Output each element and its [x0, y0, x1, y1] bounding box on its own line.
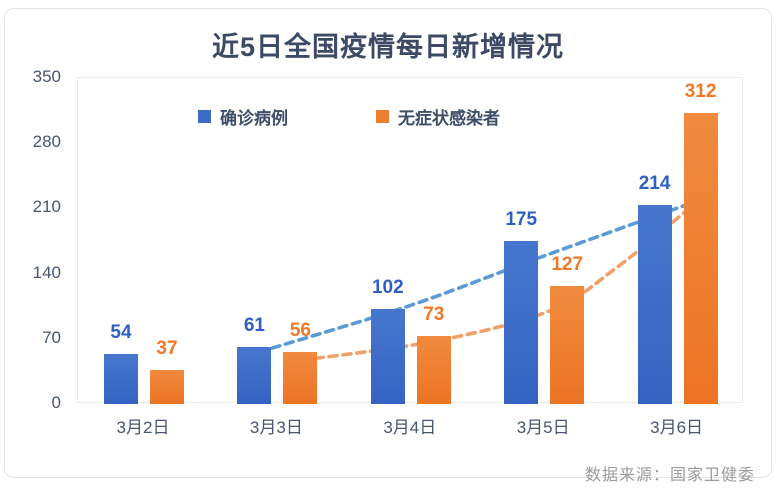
bar-value-label: 61 — [243, 315, 265, 336]
data-source: 数据来源：国家卫健委 — [584, 467, 755, 484]
bar-value-label: 175 — [505, 209, 538, 230]
bar-confirmed — [370, 309, 405, 404]
y-tick-label: 70 — [42, 327, 61, 347]
bar-asymptomatic — [550, 286, 585, 404]
y-tick-label: 280 — [32, 132, 61, 152]
bar-value-label: 56 — [289, 320, 311, 341]
x-tick-label: 3月4日 — [383, 418, 437, 437]
x-tick-label: 3月6日 — [650, 418, 704, 437]
bar-value-label: 73 — [423, 304, 445, 325]
legend-label-confirmed: 确诊病例 — [220, 109, 288, 128]
bar-asymptomatic — [416, 336, 451, 404]
bar-asymptomatic — [683, 113, 718, 404]
bar-confirmed — [237, 347, 272, 404]
chart-title: 近5日全国疫情每日新增情况 — [211, 32, 564, 62]
plot-area: 54 37 61 56 102 73 175 127 214 312 确诊病例 无症状感染者 — [77, 77, 744, 404]
legend-item-asymptomatic: 无症状感染者 — [376, 104, 500, 129]
bar-value-label: 127 — [551, 254, 584, 275]
x-tick-label: 3月2日 — [116, 418, 170, 437]
legend-label-asymptomatic: 无症状感染者 — [398, 109, 500, 128]
bar-value-label: 37 — [156, 338, 178, 359]
legend-swatch-asymptomatic — [376, 110, 389, 123]
bar-confirmed — [504, 241, 539, 404]
y-tick-label: 210 — [32, 197, 61, 217]
legend-item-confirmed: 确诊病例 — [198, 104, 288, 129]
bar-asymptomatic — [150, 370, 184, 404]
x-tick-label: 3月3日 — [249, 418, 303, 437]
bar-confirmed — [637, 205, 672, 404]
legend-swatch-confirmed — [198, 110, 211, 123]
bars-layer: 54 37 61 56 102 73 175 127 214 312 — [78, 78, 744, 404]
bar-value-label: 102 — [371, 277, 404, 298]
bar-confirmed — [104, 354, 138, 404]
bar-value-label: 312 — [684, 81, 717, 102]
bar-asymptomatic — [283, 352, 318, 404]
chart-card: 近5日全国疫情每日新增情况 54 37 61 56 102 73 175 127 214 312 … — [4, 8, 772, 484]
trendline — [270, 203, 687, 350]
legend: 确诊病例 无症状感染者 — [198, 104, 500, 129]
bar-value-label: 214 — [638, 173, 671, 194]
y-tick-label: 140 — [32, 262, 61, 282]
bar-value-label: 54 — [110, 322, 132, 343]
x-tick-label: 3月5日 — [516, 418, 570, 437]
y-tick-label: 350 — [32, 67, 61, 86]
y-tick-label: 0 — [51, 393, 61, 412]
